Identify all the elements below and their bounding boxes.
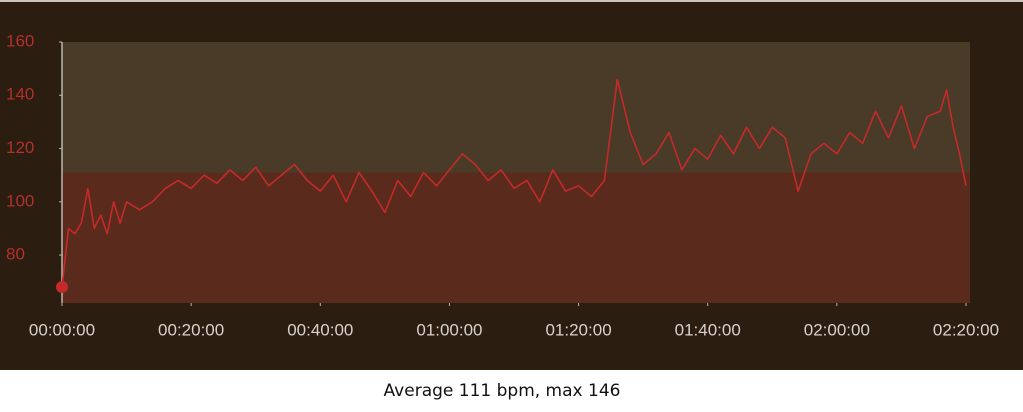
top-border — [0, 0, 1023, 2]
x-tick-label: 01:20:00 — [545, 320, 611, 339]
heart-rate-line — [61, 78, 967, 288]
x-tick-label: 01:00:00 — [416, 320, 482, 339]
y-tick-label: 100 — [6, 191, 34, 210]
average-band — [62, 172, 970, 303]
x-tick-label: 02:20:00 — [933, 320, 999, 339]
x-tick-label: 00:20:00 — [158, 320, 224, 339]
x-tick-label: 00:40:00 — [287, 320, 353, 339]
y-tick-label: 160 — [6, 31, 34, 50]
start-point — [56, 281, 68, 294]
x-tick-label: 02:00:00 — [804, 320, 870, 339]
y-tick-label: 120 — [6, 138, 34, 157]
y-tick-label: 80 — [6, 245, 25, 264]
x-tick-label: 01:40:00 — [675, 320, 741, 339]
x-tick-label: 00:00:00 — [29, 320, 95, 339]
y-tick-label: 140 — [6, 85, 34, 104]
caption: Average 111 bpm, max 146 — [384, 381, 621, 401]
